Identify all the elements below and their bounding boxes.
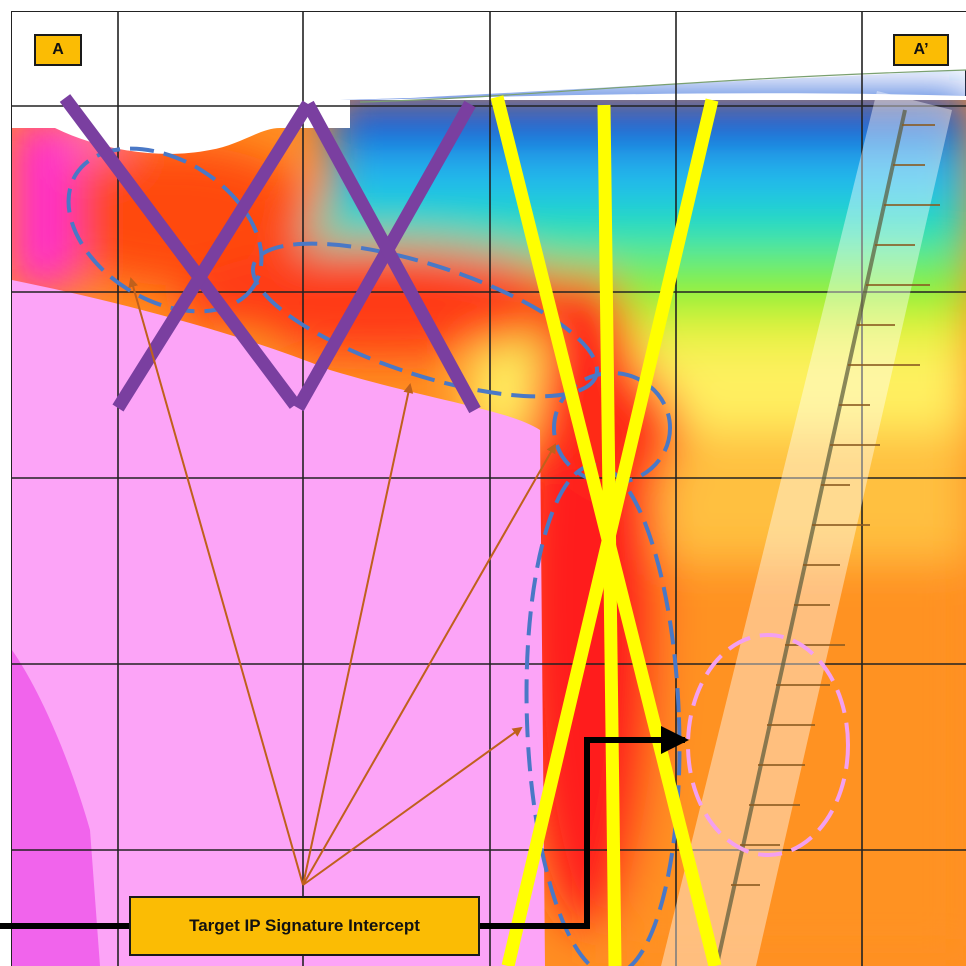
target-callout-box: Target IP Signature Intercept <box>129 896 480 956</box>
yellow-strike-3 <box>501 98 719 966</box>
purple-strike-1b <box>112 100 314 412</box>
purple-strike-1a <box>59 94 301 409</box>
arrow-to-target-4 <box>302 726 523 886</box>
magenta-lower-left <box>12 650 100 966</box>
section-end-label: A’ <box>893 34 949 66</box>
air-space <box>12 12 966 105</box>
yellow-strike-marks <box>490 95 722 966</box>
drillhole-highlight-strip <box>661 91 952 966</box>
section-start-label: A <box>34 34 82 66</box>
purple-strike-marks <box>59 94 481 414</box>
drillhole-assay-bars <box>731 124 940 886</box>
drillhole-collar-trace <box>716 109 907 961</box>
arrow-to-target-3 <box>302 443 556 886</box>
topography-line <box>359 69 966 103</box>
callout-arrows <box>128 277 556 886</box>
arrow-to-target-1 <box>128 277 304 886</box>
purple-strike-2b <box>302 100 481 414</box>
pointer-to-intercept <box>480 726 689 929</box>
drillhole-intercept-ellipse <box>686 633 850 857</box>
drillhole-trace <box>661 91 952 966</box>
pink-domain <box>12 280 545 966</box>
intercept-pointer <box>0 726 689 929</box>
arrow-to-target-2 <box>302 383 414 886</box>
target-ellipse-1 <box>66 146 264 314</box>
